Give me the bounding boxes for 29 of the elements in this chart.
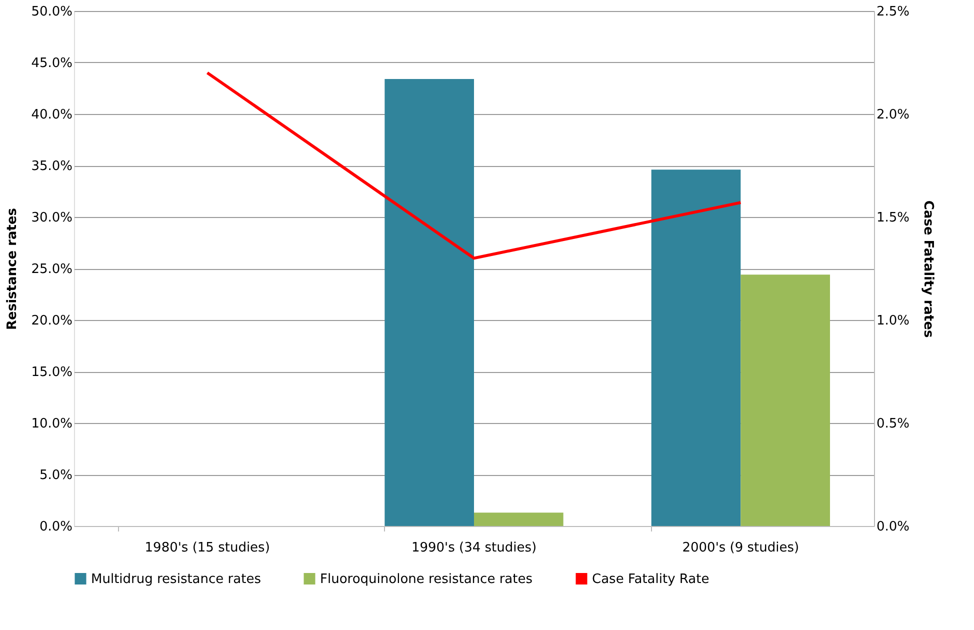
legend-label: Fluoroquinolone resistance rates [320,572,533,587]
legend-label: Multidrug resistance rates [91,572,262,587]
y-tick-label: 25.0% [31,262,72,277]
x-tick-label: 1980's (15 studies) [144,540,270,556]
y2-tick-label: 1.5% [876,210,910,226]
y2-tick-label: 0.0% [876,520,910,534]
x-tick-label: 2000's (9 studies) [682,540,800,556]
y-tick-label: 20.0% [31,314,72,328]
y-tick-label: 50.0% [31,4,72,20]
y-tick-label: 5.0% [39,468,72,483]
y2-tick-label: 2.5% [876,4,910,20]
bar [651,170,741,526]
y2-tick-label: 0.5% [876,416,910,432]
y-tick-label: 10.0% [31,416,72,432]
y2-tick-label: 1.0% [876,314,910,328]
bar [740,274,830,526]
legend-label: Case Fatality Rate [592,572,710,587]
y-tick-label: 45.0% [31,56,72,71]
y-tick-label: 40.0% [31,108,72,122]
x-tick-label: 1990's (34 studies) [411,540,537,556]
bar [384,78,474,526]
y-axis-title: Resistance rates [5,208,20,330]
y2-axis-title: Case Fatality rates [920,200,936,338]
y-tick-label: 0.0% [39,520,72,534]
y-tick-label: 35.0% [31,159,72,174]
y2-tick-label: 2.0% [876,108,910,122]
bar [474,512,564,526]
y-tick-label: 30.0% [31,210,72,226]
y-tick-label: 15.0% [31,365,72,380]
